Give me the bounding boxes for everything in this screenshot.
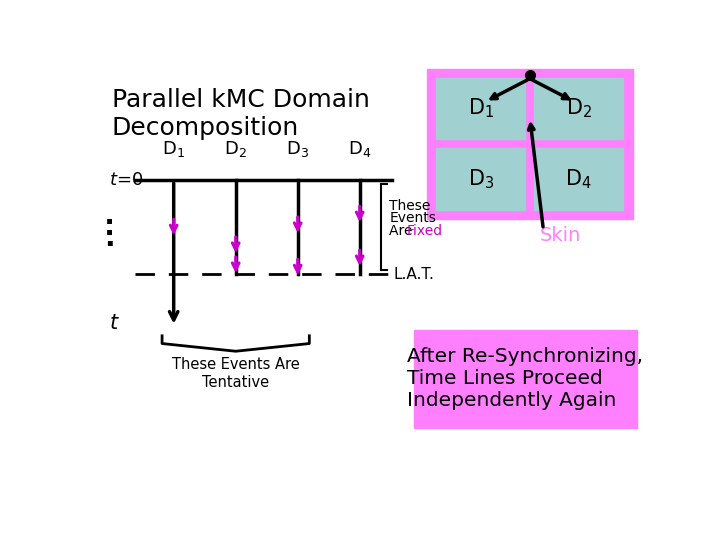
Text: These Events Are
Tentative: These Events Are Tentative [172, 357, 300, 390]
Text: D$_2$: D$_2$ [225, 139, 247, 159]
Text: Skin: Skin [539, 226, 581, 245]
Text: Events: Events [389, 211, 436, 225]
Text: D$_3$: D$_3$ [287, 139, 309, 159]
Text: $t$=0: $t$=0 [109, 171, 143, 190]
Text: D$_2$: D$_2$ [566, 97, 592, 120]
Bar [427, 69, 632, 219]
Bar [436, 148, 525, 210]
Text: After Re-Synchronizing,
Time Lines Proceed
Independently Again: After Re-Synchronizing, Time Lines Proce… [408, 347, 644, 410]
Text: Parallel kMC Domain
Decomposition: Parallel kMC Domain Decomposition [112, 88, 369, 140]
Text: D$_1$: D$_1$ [468, 97, 494, 120]
Bar [534, 78, 624, 139]
Text: L.A.T.: L.A.T. [394, 267, 435, 282]
Text: Fixed: Fixed [407, 224, 443, 238]
Text: :: : [104, 213, 115, 241]
Bar [534, 148, 624, 210]
Text: $t$: $t$ [109, 313, 120, 333]
Bar [436, 78, 525, 139]
Text: D$_3$: D$_3$ [468, 167, 494, 191]
Text: Are: Are [389, 224, 417, 238]
Text: D$_4$: D$_4$ [565, 167, 592, 191]
Text: D$_1$: D$_1$ [162, 139, 185, 159]
Bar [414, 330, 637, 428]
Text: .: . [104, 224, 114, 252]
Text: D$_4$: D$_4$ [348, 139, 372, 159]
Text: These: These [389, 199, 431, 213]
